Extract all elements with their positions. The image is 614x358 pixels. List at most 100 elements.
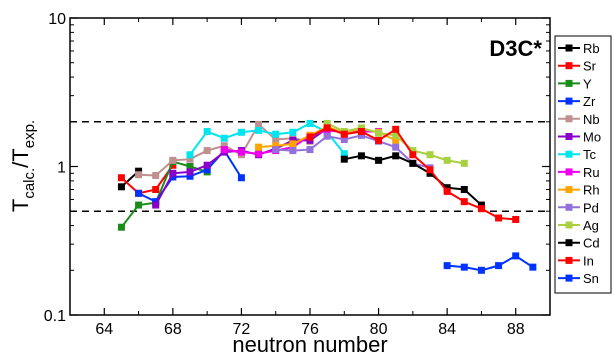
data-point	[460, 186, 468, 194]
legend-marker	[565, 133, 573, 140]
data-point	[186, 151, 194, 159]
data-point	[306, 119, 314, 127]
legend-item-mo: Mo	[558, 130, 601, 145]
x-axis-label: neutron number	[232, 332, 387, 357]
legend-label: Cd	[583, 236, 600, 251]
legend-marker	[565, 168, 573, 176]
legend-marker	[565, 115, 573, 123]
chart-annotation: D3C*	[489, 36, 542, 61]
legend-item-in: In	[558, 253, 594, 268]
data-point	[169, 169, 177, 177]
x-tick-label: 72	[233, 321, 251, 338]
legend-label: Y	[583, 76, 592, 91]
data-point	[392, 131, 400, 139]
x-tick-label: 84	[438, 321, 456, 338]
series-layer	[117, 119, 537, 274]
series-line	[120, 160, 208, 228]
data-point	[375, 156, 383, 164]
data-point	[495, 214, 503, 222]
data-point	[186, 168, 194, 176]
x-tick-label: 64	[95, 321, 113, 338]
x-tick-label: 68	[164, 321, 182, 338]
data-point	[392, 143, 400, 151]
data-point	[443, 184, 451, 192]
data-point	[289, 136, 297, 144]
data-point	[117, 174, 125, 182]
data-point	[220, 146, 228, 154]
legend-marker	[565, 79, 573, 87]
data-point	[357, 131, 365, 139]
data-point	[117, 183, 125, 191]
series-line	[120, 164, 174, 195]
data-point	[340, 135, 348, 143]
legend-label: Sr	[583, 59, 597, 74]
data-point	[409, 151, 417, 159]
legend-box	[554, 35, 612, 294]
data-point	[203, 128, 211, 136]
legend-marker	[565, 44, 573, 52]
data-point	[289, 147, 297, 155]
data-point	[392, 125, 400, 133]
data-point	[237, 128, 245, 136]
data-point	[306, 146, 314, 154]
legend-item-y: Y	[558, 76, 592, 91]
data-point	[340, 155, 348, 163]
series-sr	[117, 161, 177, 197]
series-tc	[186, 119, 348, 159]
data-point	[255, 126, 263, 134]
legend-item-nb: Nb	[558, 112, 600, 127]
data-point	[272, 135, 280, 143]
data-point	[443, 156, 451, 164]
data-point	[169, 161, 177, 169]
data-point	[426, 151, 434, 159]
data-point	[529, 263, 537, 271]
data-point	[289, 140, 297, 148]
data-point	[255, 150, 263, 158]
data-point	[152, 171, 160, 179]
legend-marker	[565, 256, 573, 264]
data-point	[357, 124, 365, 132]
data-point	[135, 167, 143, 175]
data-point	[220, 134, 228, 142]
x-tick-label: 76	[301, 321, 319, 338]
legend-item-rh: Rh	[558, 183, 600, 198]
data-point	[117, 223, 125, 231]
data-point	[272, 130, 280, 138]
series-line	[447, 254, 534, 272]
data-point	[135, 201, 143, 209]
data-point	[340, 130, 348, 138]
data-point	[203, 166, 211, 174]
data-point	[289, 128, 297, 136]
data-point	[203, 147, 211, 155]
data-point	[323, 124, 331, 132]
legend-marker	[565, 62, 573, 70]
legend-item-sr: Sr	[558, 59, 597, 74]
data-point	[152, 201, 160, 209]
data-point	[375, 129, 383, 137]
data-point	[443, 187, 451, 195]
data-point	[426, 166, 434, 174]
data-point	[512, 215, 520, 223]
data-point	[169, 173, 177, 181]
y-axis-label: Tcalc./Texp.	[8, 120, 38, 212]
data-point	[340, 150, 348, 158]
legend-label: Tc	[583, 147, 597, 162]
legend-item-cd: Cd	[558, 236, 600, 251]
data-point	[392, 152, 400, 160]
series-line	[189, 122, 346, 156]
series-sn	[443, 252, 537, 274]
x-tick-label: 88	[507, 321, 525, 338]
legend-item-rb: Rb	[558, 41, 600, 56]
legend-marker	[565, 203, 573, 211]
y-tick-label: 1	[57, 160, 66, 177]
legend-label: Ag	[583, 218, 599, 233]
legend: Rb Sr Y Zr Nb Mo Tc Ru Rh Pd Ag Cd In Sn	[558, 41, 601, 286]
legend-label: Rb	[583, 41, 600, 56]
data-point	[460, 198, 468, 206]
data-point	[255, 120, 263, 128]
data-point	[392, 136, 400, 144]
y-tick-label: 0.1	[44, 308, 66, 325]
data-point	[272, 146, 280, 154]
data-point	[477, 201, 485, 209]
series-in	[306, 124, 520, 223]
